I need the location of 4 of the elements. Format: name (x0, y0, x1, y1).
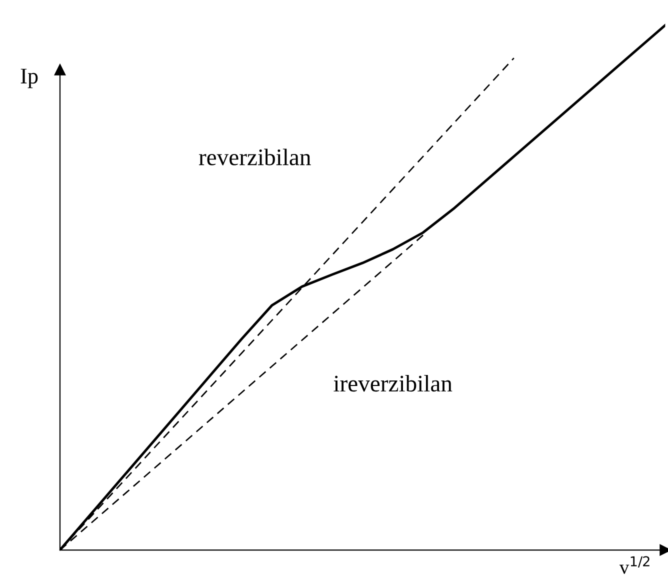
annotation: ireverzibilan (334, 375, 452, 392)
x-axis-title: v$^{1/2}$ (619, 556, 650, 574)
y-axis-title: Ip (20, 68, 38, 88)
annotation: reverzibilan (198, 148, 311, 166)
